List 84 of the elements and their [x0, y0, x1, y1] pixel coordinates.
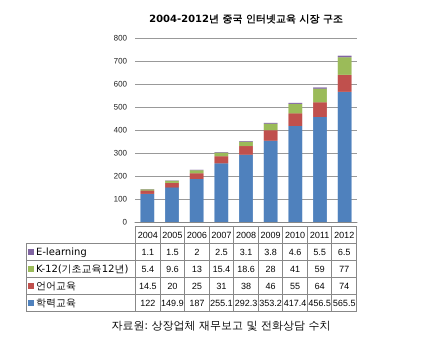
- data-label: 20: [160, 278, 185, 294]
- bar: [140, 190, 154, 194]
- data-label: 2: [184, 244, 210, 260]
- bar: [338, 92, 352, 222]
- x-tick-label: 2010: [282, 226, 308, 244]
- bar: [190, 173, 204, 179]
- x-tick-label: 2009: [258, 226, 283, 244]
- x-tick-label: 2012: [332, 226, 356, 244]
- bar: [165, 182, 179, 188]
- bar: [288, 104, 302, 114]
- data-label: 1.5: [160, 244, 185, 260]
- text: 자료원: 상장업체 재무보고 및 전화상담 수치: [110, 318, 332, 333]
- bar: [140, 194, 154, 222]
- bar: [264, 130, 278, 141]
- y-tick-label: 700: [114, 56, 128, 66]
- data-label: 6.5: [332, 244, 356, 260]
- y-tick-label: 100: [114, 194, 128, 204]
- data-label: 9.6: [160, 260, 185, 278]
- bar: [288, 113, 302, 126]
- bar: [214, 152, 228, 156]
- data-label: 64: [307, 278, 332, 294]
- x-tick-label: 2005: [160, 226, 185, 244]
- data-label: 15.4: [209, 260, 234, 278]
- legend-label: 학력교육: [26, 294, 136, 312]
- data-label: 3.1: [234, 244, 258, 260]
- bar: [239, 142, 253, 146]
- bar: [338, 57, 352, 75]
- y-tick-label: 300: [114, 148, 128, 158]
- data-label: 292.3: [234, 294, 258, 312]
- data-label: 353.2: [258, 294, 283, 312]
- legend-label: 언어교육: [26, 278, 136, 294]
- bar: [288, 126, 302, 222]
- bar: [313, 102, 327, 118]
- y-tick-label: 600: [114, 80, 128, 88]
- y-tick-label: 200: [114, 172, 128, 180]
- data-label: 46: [258, 278, 283, 294]
- data-label: 59: [307, 260, 332, 278]
- bar: [239, 146, 253, 155]
- data-label: 122: [136, 294, 160, 312]
- y-tick-label: 400: [114, 126, 128, 134]
- data-label: 5.5: [307, 244, 332, 260]
- y-tick-label: 500: [114, 102, 128, 112]
- data-label: 565.5: [332, 294, 356, 312]
- data-label: 18.6: [234, 260, 258, 278]
- bar: [264, 140, 278, 222]
- x-tick-label: 2004: [136, 226, 160, 244]
- data-label: 4.6: [282, 244, 308, 260]
- data-label: 456.5: [307, 294, 332, 312]
- data-label: 187: [184, 294, 210, 312]
- bar: [239, 154, 253, 222]
- bar: [214, 163, 228, 222]
- data-label: 31: [209, 278, 234, 294]
- data-label: 1.1: [136, 244, 160, 260]
- bar: [313, 88, 327, 102]
- data-label: 55: [282, 278, 308, 294]
- bar: [214, 156, 228, 164]
- data-label: 74: [332, 278, 356, 294]
- x-tick-label: 2006: [184, 226, 210, 244]
- y-tick-label: 0: [122, 218, 128, 226]
- data-label: 77: [332, 260, 356, 278]
- data-label: 255.1: [209, 294, 234, 312]
- x-tick-label: 2011: [307, 226, 332, 244]
- bar: [190, 178, 204, 222]
- legend-label: E-learning: [26, 244, 136, 260]
- bar: [313, 117, 327, 222]
- data-label: 3.8: [258, 244, 283, 260]
- data-label: 28: [258, 260, 283, 278]
- x-tick-label: 2008: [234, 226, 258, 244]
- bar: [264, 124, 278, 130]
- legend-label: K-12(기초교육12년): [26, 260, 136, 278]
- data-label: 14.5: [136, 278, 160, 294]
- bar: [338, 74, 352, 92]
- data-label: 25: [184, 278, 210, 294]
- data-label: 149.9: [160, 294, 185, 312]
- data-label: 5.4: [136, 260, 160, 278]
- data-label: 417.4: [282, 294, 308, 312]
- y-tick-label: 800: [114, 34, 128, 42]
- data-label: 2.5: [209, 244, 234, 260]
- x-tick-label: 2007: [209, 226, 234, 244]
- data-label: 41: [282, 260, 308, 278]
- chart-title: 2004-2012년 중국 인터넷교육 시장 구조: [148, 13, 344, 26]
- data-label: 13: [184, 260, 210, 278]
- data-label: 38: [234, 278, 258, 294]
- bar: [165, 188, 179, 222]
